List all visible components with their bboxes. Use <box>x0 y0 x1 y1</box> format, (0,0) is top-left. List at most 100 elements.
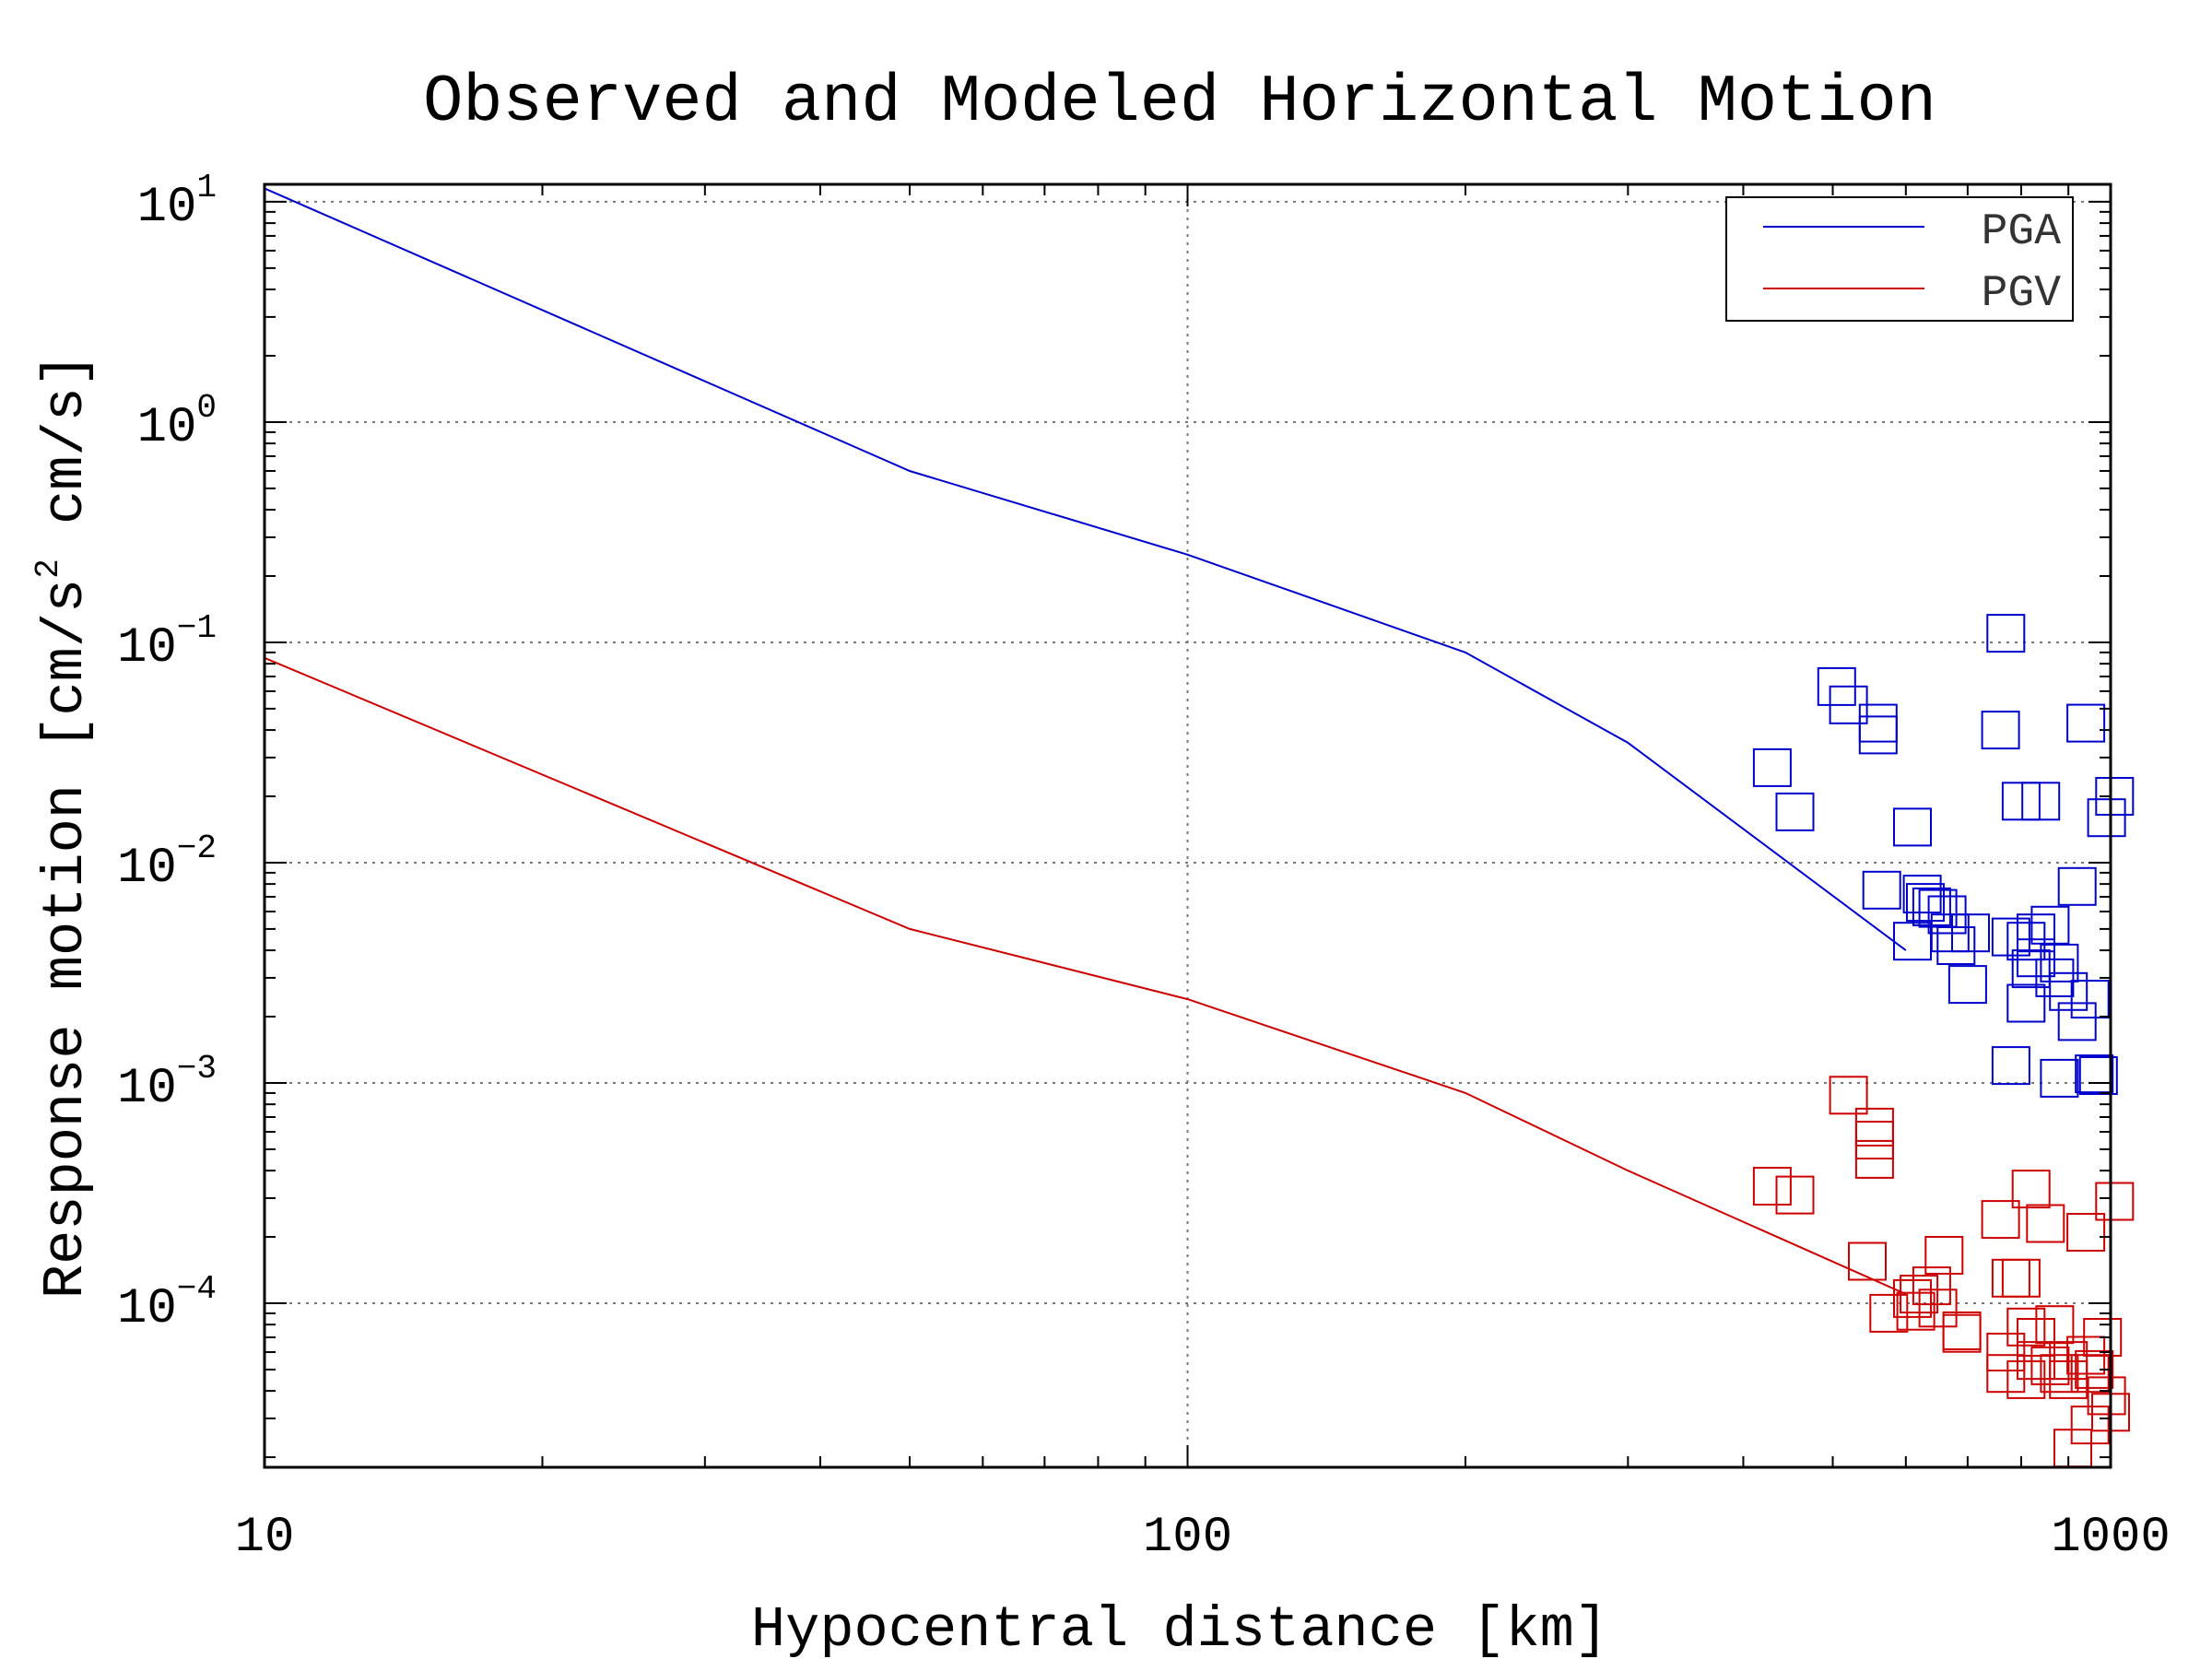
observed-point-pgv <box>1942 1313 1982 1353</box>
legend-label-pgv: PGV <box>1982 269 2062 319</box>
y-tick-base: 10 <box>117 620 177 677</box>
y-tick-label: 100 <box>137 389 217 456</box>
observed-point-pgv <box>1775 1175 1815 1215</box>
y-tick-base: 10 <box>137 400 197 456</box>
y-tick-label: 10−1 <box>117 609 217 677</box>
model-lines <box>264 187 1907 1296</box>
observed-point-pga <box>2087 798 2126 838</box>
y-axis-label-tail: cm/s] <box>33 353 99 559</box>
observed-point-pgv <box>1912 1266 1951 1306</box>
chart-title: Observed and Modeled Horizontal Motion <box>423 65 1936 140</box>
observed-point-pgv <box>1896 1291 1936 1331</box>
observed-point-pgv <box>1752 1167 1792 1206</box>
observed-point-pga <box>2040 943 2079 982</box>
x-tick-labels: 10 100 1000 <box>235 1510 2171 1566</box>
observed-point-pga <box>2006 922 2046 961</box>
y-tick-exponent: 1 <box>196 169 217 206</box>
y-tick-label: 10−2 <box>117 830 217 897</box>
observed-point-pgv <box>2001 1258 2041 1298</box>
observed-point-pga <box>1858 703 1898 743</box>
observed-point-pga <box>2011 949 2051 989</box>
observed-point-pgv <box>2011 1170 2051 1209</box>
observed-point-pga <box>1906 883 1945 923</box>
x-tick-label: 100 <box>1143 1510 1232 1566</box>
observed-point-pga <box>1991 1046 2030 1086</box>
axis-ticks <box>264 184 2112 1467</box>
observed-point-pgv <box>1848 1241 1887 1281</box>
x-axis-label: Hypocentral distance [km] <box>751 1597 1608 1659</box>
y-tick-base: 10 <box>117 841 177 897</box>
observed-point-pgv <box>2070 1354 2110 1394</box>
y-axis-label-superscript: 2 <box>29 559 67 579</box>
observed-point-pgv <box>1924 1236 1964 1275</box>
observed-point-pga <box>2017 913 2055 953</box>
y-tick-label: 101 <box>137 169 217 236</box>
observed-point-pgv <box>1991 1258 2030 1298</box>
observed-point-pga <box>1862 870 1901 910</box>
observed-point-pgv <box>2006 1307 2046 1347</box>
model-line-pga <box>264 187 1907 951</box>
observed-point-pgv <box>1986 1354 2026 1394</box>
observed-point-pgv <box>2095 1182 2135 1221</box>
observed-point-pgv <box>2053 1429 2092 1468</box>
observed-point-pgv <box>2087 1376 2126 1416</box>
observed-point-pgv <box>1986 1333 2026 1371</box>
observed-point-pga <box>1991 917 2030 957</box>
observed-point-pga <box>2040 1058 2079 1098</box>
x-tick-label: 1000 <box>2051 1510 2171 1566</box>
observed-point-pga <box>1893 922 1932 961</box>
legend-label-pga: PGA <box>1982 207 2062 257</box>
y-tick-exponent: −3 <box>177 1050 217 1088</box>
observed-point-pga <box>2001 782 2041 821</box>
observed-point-pga <box>2066 703 2106 743</box>
observed-point-pga <box>2057 866 2097 906</box>
observed-point-pga <box>2035 958 2075 997</box>
y-tick-exponent: −1 <box>177 609 217 647</box>
observed-point-pgv <box>2075 1349 2114 1389</box>
y-tick-exponent: −2 <box>177 830 217 867</box>
observed-point-pgv <box>2006 1359 2046 1399</box>
observed-point-pgv <box>2066 1213 2106 1252</box>
observed-point-pga <box>2075 1054 2114 1094</box>
observed-point-pga <box>1936 926 1976 965</box>
y-tick-exponent: −4 <box>177 1270 217 1308</box>
observed-point-pga <box>2049 971 2088 1011</box>
observed-markers <box>1752 614 2135 1468</box>
model-line-pgv <box>264 656 1907 1296</box>
observed-point-pgv <box>2026 1204 2065 1243</box>
y-tick-label: 10−4 <box>117 1270 217 1337</box>
observed-point-pgv <box>2070 1406 2110 1445</box>
observed-point-pga <box>1986 614 2026 653</box>
y-tick-exponent: 0 <box>196 389 217 427</box>
y-tick-base: 10 <box>117 1061 177 1117</box>
observed-point-pga <box>1902 875 1942 914</box>
y-axis-label-main: Response motion [cm/s <box>33 579 99 1299</box>
observed-point-pgv <box>1854 1139 1894 1179</box>
observed-point-pga <box>1930 913 1970 953</box>
observed-point-pga <box>2021 782 2061 821</box>
observed-point-pgv <box>1918 1288 1958 1328</box>
legend-box <box>1725 196 2074 322</box>
grid-lines <box>265 184 2111 1467</box>
observed-point-pga <box>1947 965 1987 1005</box>
observed-point-pga <box>1981 711 2020 750</box>
observed-point-pga <box>2030 905 2070 945</box>
observed-point-pga <box>1893 807 1932 847</box>
observed-point-pga <box>1817 666 1856 706</box>
observed-point-pgv <box>2040 1354 2079 1394</box>
observed-point-pgv <box>1981 1200 2020 1240</box>
observed-point-pgv <box>2049 1359 2088 1399</box>
observed-point-pga <box>2057 1002 2097 1041</box>
observed-point-pgv <box>1829 1076 1868 1115</box>
observed-point-pga <box>2070 980 2110 1019</box>
plot-frame <box>263 182 2112 1469</box>
observed-point-pga <box>2006 983 2046 1023</box>
y-tick-base: 10 <box>117 1281 177 1337</box>
observed-point-pga <box>1775 792 1815 831</box>
observed-point-pga <box>1858 715 1898 755</box>
observed-point-pga <box>1951 913 1990 953</box>
y-tick-label: 10−3 <box>117 1050 217 1117</box>
legend: PGA PGV <box>1725 196 2074 322</box>
